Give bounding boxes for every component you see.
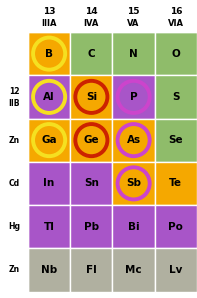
Bar — [112, 75, 155, 119]
Bar — [112, 119, 155, 162]
Bar — [70, 248, 112, 291]
Text: Al: Al — [43, 92, 55, 102]
Text: IIB: IIB — [8, 99, 20, 108]
Bar — [155, 205, 197, 248]
Text: IVA: IVA — [84, 18, 99, 27]
Bar — [70, 75, 112, 119]
Bar — [112, 205, 155, 248]
Bar — [70, 32, 112, 75]
Text: 14: 14 — [85, 7, 98, 16]
Text: Si: Si — [86, 92, 97, 102]
Text: In: In — [44, 179, 55, 188]
Text: IIIA: IIIA — [41, 18, 57, 27]
Text: Se: Se — [169, 135, 183, 145]
Text: Fl: Fl — [86, 265, 97, 275]
Bar — [28, 32, 70, 75]
Text: S: S — [172, 92, 180, 102]
Text: Bi: Bi — [128, 222, 139, 232]
Bar — [28, 75, 70, 119]
Bar — [112, 32, 155, 75]
Text: As: As — [126, 135, 141, 145]
Text: Zn: Zn — [8, 136, 20, 145]
Text: C: C — [87, 49, 95, 59]
Text: 12: 12 — [9, 87, 19, 96]
Text: VA: VA — [127, 18, 140, 27]
Text: P: P — [130, 92, 138, 102]
Text: Ge: Ge — [84, 135, 99, 145]
Text: 16: 16 — [170, 7, 182, 16]
Bar — [155, 32, 197, 75]
Text: Mc: Mc — [125, 265, 142, 275]
Text: 13: 13 — [43, 7, 55, 16]
Text: 15: 15 — [127, 7, 140, 16]
Text: Cd: Cd — [8, 179, 20, 188]
Bar — [155, 119, 197, 162]
Text: Ga: Ga — [41, 135, 57, 145]
Bar — [155, 248, 197, 291]
Text: Te: Te — [169, 179, 182, 188]
Bar — [70, 205, 112, 248]
Bar — [70, 119, 112, 162]
Text: O: O — [172, 49, 180, 59]
Text: Lv: Lv — [169, 265, 183, 275]
Text: Hg: Hg — [8, 222, 20, 231]
Bar — [155, 162, 197, 205]
Bar — [155, 75, 197, 119]
Bar — [28, 248, 70, 291]
Text: VIA: VIA — [168, 18, 184, 27]
Text: Sb: Sb — [126, 179, 141, 188]
Bar — [70, 162, 112, 205]
Text: Tl: Tl — [44, 222, 55, 232]
Bar — [28, 205, 70, 248]
Text: Nb: Nb — [41, 265, 57, 275]
Bar — [112, 248, 155, 291]
Text: Sn: Sn — [84, 179, 99, 188]
Bar — [112, 162, 155, 205]
Text: Po: Po — [168, 222, 183, 232]
Text: Pb: Pb — [84, 222, 99, 232]
Text: N: N — [129, 49, 138, 59]
Bar — [28, 162, 70, 205]
Bar — [28, 119, 70, 162]
Text: Zn: Zn — [8, 266, 20, 274]
Text: B: B — [45, 49, 53, 59]
